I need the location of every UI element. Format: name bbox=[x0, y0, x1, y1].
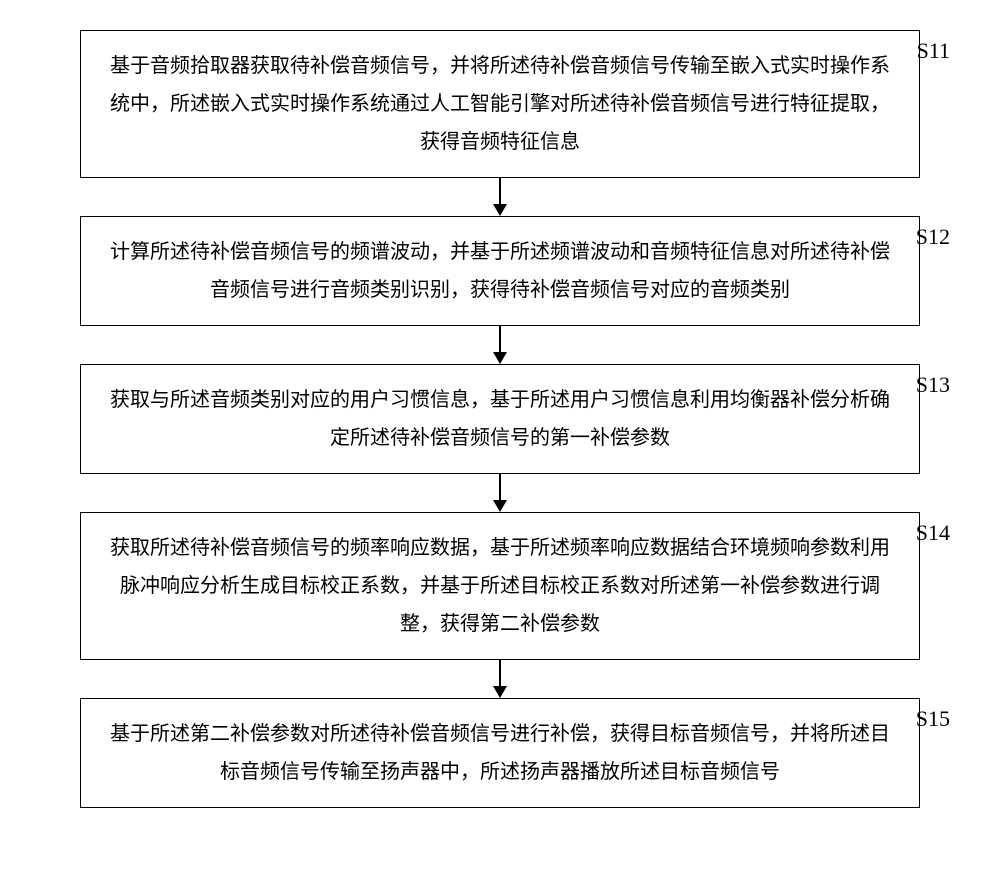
step-label-s12: S12 bbox=[916, 224, 950, 250]
step-label-s11: S11 bbox=[917, 38, 950, 64]
step-label-s15: S15 bbox=[916, 706, 950, 732]
arrow-4 bbox=[493, 660, 507, 698]
step-text: 基于所述第二补偿参数对所述待补偿音频信号进行补偿，获得目标音频信号，并将所述目标… bbox=[105, 715, 895, 791]
step-text: 基于音频拾取器获取待补偿音频信号，并将所述待补偿音频信号传输至嵌入式实时操作系统… bbox=[105, 47, 895, 161]
step-box-s15: 基于所述第二补偿参数对所述待补偿音频信号进行补偿，获得目标音频信号，并将所述目标… bbox=[80, 698, 920, 808]
arrow-head-icon bbox=[493, 204, 507, 216]
arrow-3 bbox=[493, 474, 507, 512]
step-label-s14: S14 bbox=[916, 520, 950, 546]
arrow-head-icon bbox=[493, 500, 507, 512]
step-box-s13: 获取与所述音频类别对应的用户习惯信息，基于所述用户习惯信息利用均衡器补偿分析确定… bbox=[80, 364, 920, 474]
step-text: 获取与所述音频类别对应的用户习惯信息，基于所述用户习惯信息利用均衡器补偿分析确定… bbox=[105, 381, 895, 457]
arrow-head-icon bbox=[493, 352, 507, 364]
arrow-line bbox=[499, 178, 501, 204]
arrow-line bbox=[499, 660, 501, 686]
step-box-s14: 获取所述待补偿音频信号的频率响应数据，基于所述频率响应数据结合环境频响参数利用脉… bbox=[80, 512, 920, 660]
step-row-4: 获取所述待补偿音频信号的频率响应数据，基于所述频率响应数据结合环境频响参数利用脉… bbox=[40, 512, 960, 660]
step-box-s11: 基于音频拾取器获取待补偿音频信号，并将所述待补偿音频信号传输至嵌入式实时操作系统… bbox=[80, 30, 920, 178]
step-row-3: 获取与所述音频类别对应的用户习惯信息，基于所述用户习惯信息利用均衡器补偿分析确定… bbox=[40, 364, 960, 474]
arrow-head-icon bbox=[493, 686, 507, 698]
step-row-2: 计算所述待补偿音频信号的频谱波动，并基于所述频谱波动和音频特征信息对所述待补偿音… bbox=[40, 216, 960, 326]
flowchart-container: 基于音频拾取器获取待补偿音频信号，并将所述待补偿音频信号传输至嵌入式实时操作系统… bbox=[40, 30, 960, 808]
step-text: 计算所述待补偿音频信号的频谱波动，并基于所述频谱波动和音频特征信息对所述待补偿音… bbox=[105, 233, 895, 309]
step-row-1: 基于音频拾取器获取待补偿音频信号，并将所述待补偿音频信号传输至嵌入式实时操作系统… bbox=[40, 30, 960, 178]
arrow-2 bbox=[493, 326, 507, 364]
arrow-line bbox=[499, 474, 501, 500]
step-row-5: 基于所述第二补偿参数对所述待补偿音频信号进行补偿，获得目标音频信号，并将所述目标… bbox=[40, 698, 960, 808]
step-text: 获取所述待补偿音频信号的频率响应数据，基于所述频率响应数据结合环境频响参数利用脉… bbox=[105, 529, 895, 643]
arrow-line bbox=[499, 326, 501, 352]
step-label-s13: S13 bbox=[916, 372, 950, 398]
arrow-1 bbox=[493, 178, 507, 216]
step-box-s12: 计算所述待补偿音频信号的频谱波动，并基于所述频谱波动和音频特征信息对所述待补偿音… bbox=[80, 216, 920, 326]
